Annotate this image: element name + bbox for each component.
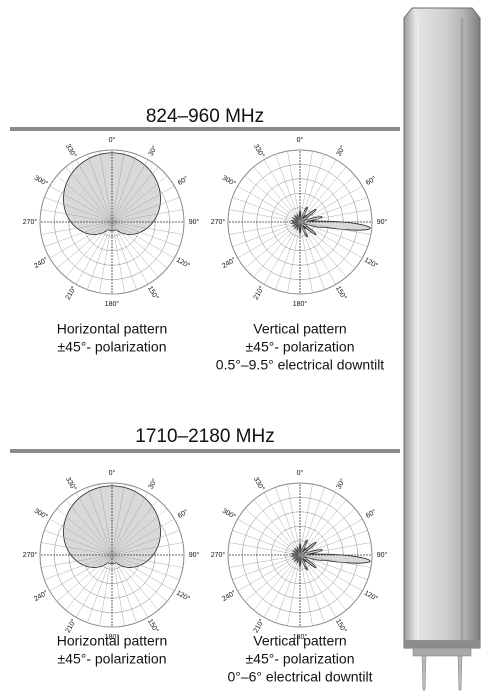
section-rule [10, 127, 400, 131]
angle-label: 210° [252, 284, 266, 301]
section-rule [10, 449, 400, 453]
angle-label: 300° [221, 174, 238, 188]
angle-label: 90° [377, 551, 388, 559]
angle-label: 60° [176, 175, 189, 187]
angle-label: 240° [33, 256, 50, 270]
angle-label: 210° [64, 284, 78, 301]
plot-caption: 0°–6° electrical downtilt [227, 669, 372, 685]
section-title: 1710–2180 MHz [135, 426, 274, 447]
angle-label: 240° [221, 256, 238, 270]
plot-caption: Vertical pattern [253, 321, 346, 337]
angle-label: 30° [335, 477, 347, 490]
angle-label: 180° [105, 300, 120, 308]
angle-label: 330° [252, 476, 266, 493]
antenna [404, 8, 480, 690]
angle-label: 0° [109, 469, 116, 477]
angle-label: 240° [221, 589, 238, 603]
plot-caption: Horizontal pattern [57, 321, 168, 337]
polar-plot: 0° 30° 60° 90° 120° 150° 180° 210° 240° 270° 300° 3… [211, 136, 388, 308]
angle-label: 90° [189, 218, 200, 226]
plot-caption: ±45°- polarization [57, 651, 166, 667]
angle-label: 180° [293, 300, 308, 308]
angle-label: 30° [147, 477, 159, 490]
plot-caption: ±45°- polarization [57, 339, 166, 355]
angle-label: 60° [364, 175, 377, 187]
plot-caption: Horizontal pattern [57, 633, 168, 649]
content: 824–960 MHz 0° 30° 60° 90° 120° 150° 180° 210° 24… [10, 106, 400, 685]
angle-label: 30° [147, 144, 159, 157]
angle-label: 0° [297, 469, 304, 477]
angle-label: 300° [33, 174, 50, 188]
angle-label: 150° [334, 285, 348, 302]
angle-label: 120° [175, 589, 192, 603]
angle-label: 30° [335, 144, 347, 157]
angle-label: 270° [211, 551, 226, 559]
angle-label: 330° [64, 476, 78, 493]
angle-label: 90° [189, 551, 200, 559]
polar-plot: 0° 30° 60° 90° 120° 150° 180° 210° 240° 270° 300° 3… [23, 136, 200, 308]
angle-label: 0° [297, 136, 304, 144]
angle-label: 240° [33, 589, 50, 603]
angle-label: 330° [64, 143, 78, 160]
plot-caption: ±45°- polarization [245, 339, 354, 355]
plot-caption: 0.5°–9.5° electrical downtilt [216, 357, 385, 373]
angle-label: 60° [176, 508, 189, 520]
angle-label: 330° [252, 143, 266, 160]
plot-caption: Vertical pattern [253, 633, 346, 649]
plot-caption: ±45°- polarization [245, 651, 354, 667]
angle-label: 150° [146, 285, 160, 302]
angle-label: 270° [23, 551, 38, 559]
angle-label: 0° [109, 136, 116, 144]
angle-label: 270° [211, 218, 226, 226]
angle-label: 120° [363, 589, 380, 603]
angle-label: 300° [221, 507, 238, 521]
angle-label: 120° [175, 256, 192, 270]
section-title: 824–960 MHz [146, 106, 264, 127]
angle-label: 210° [252, 617, 266, 634]
angle-label: 300° [33, 507, 50, 521]
angle-label: 60° [364, 508, 377, 520]
polar-plot: 0°30°60°90°120°150°180°210°240°270°300°3… [211, 469, 388, 641]
angle-label: 270° [23, 218, 38, 226]
angle-label: 90° [377, 218, 388, 226]
angle-label: 120° [363, 256, 380, 270]
polar-plot: 0°30°60°90°120°150°180°210°240°270°300°3… [23, 469, 200, 641]
angle-label: 210° [64, 617, 78, 634]
datasheet: 824–960 MHz 0° 30° 60° 90° 120° 150° 180° 210° 24… [0, 0, 484, 694]
